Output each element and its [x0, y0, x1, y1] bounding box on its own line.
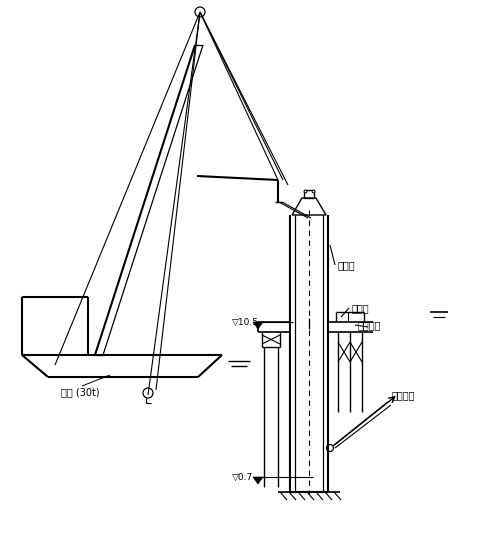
- Text: 钢护筒: 钢护筒: [338, 260, 356, 270]
- Polygon shape: [253, 477, 263, 484]
- Text: ▽10.5: ▽10.5: [232, 318, 259, 326]
- Text: 浮吊 (30t): 浮吊 (30t): [60, 387, 99, 397]
- Text: 施工平台: 施工平台: [358, 320, 382, 330]
- Text: ▽0.7: ▽0.7: [232, 473, 253, 482]
- Polygon shape: [253, 322, 263, 329]
- Text: 牵引链条: 牵引链条: [392, 390, 416, 400]
- Text: 导向架: 导向架: [352, 303, 370, 313]
